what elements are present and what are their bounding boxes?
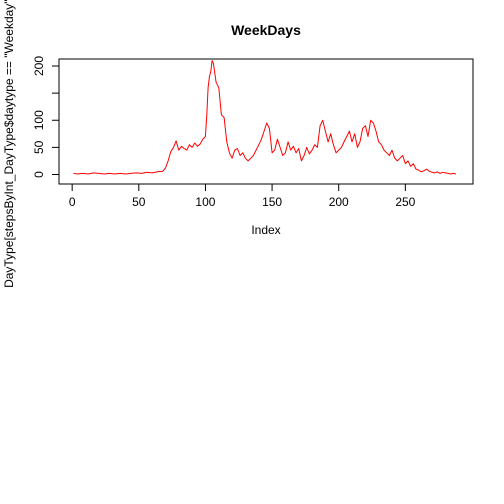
plot-frame — [58, 58, 474, 185]
y-tick-label: 200 — [32, 56, 46, 76]
chart-title: WeekDays — [231, 22, 301, 38]
x-tick-label: 0 — [69, 195, 76, 209]
x-axis-label: Index — [251, 223, 280, 237]
x-axis: 0 50 100 150 200 250 — [69, 183, 416, 209]
x-tick-label: 50 — [132, 195, 146, 209]
y-tick-label: 100 — [32, 110, 46, 130]
y-tick-label: 0 — [32, 171, 46, 178]
y-axis-label: DayType[stepsByInt_DayType$daytype == "W… — [2, 0, 16, 288]
series-layer — [73, 60, 457, 175]
series-line — [73, 60, 457, 175]
x-tick-label: 250 — [395, 195, 415, 209]
y-axis: 0 50 100 200 — [32, 56, 60, 178]
x-tick-label: 150 — [262, 195, 282, 209]
y-tick-label: 50 — [32, 140, 46, 154]
x-tick-label: 200 — [329, 195, 349, 209]
x-tick-label: 100 — [195, 195, 215, 209]
